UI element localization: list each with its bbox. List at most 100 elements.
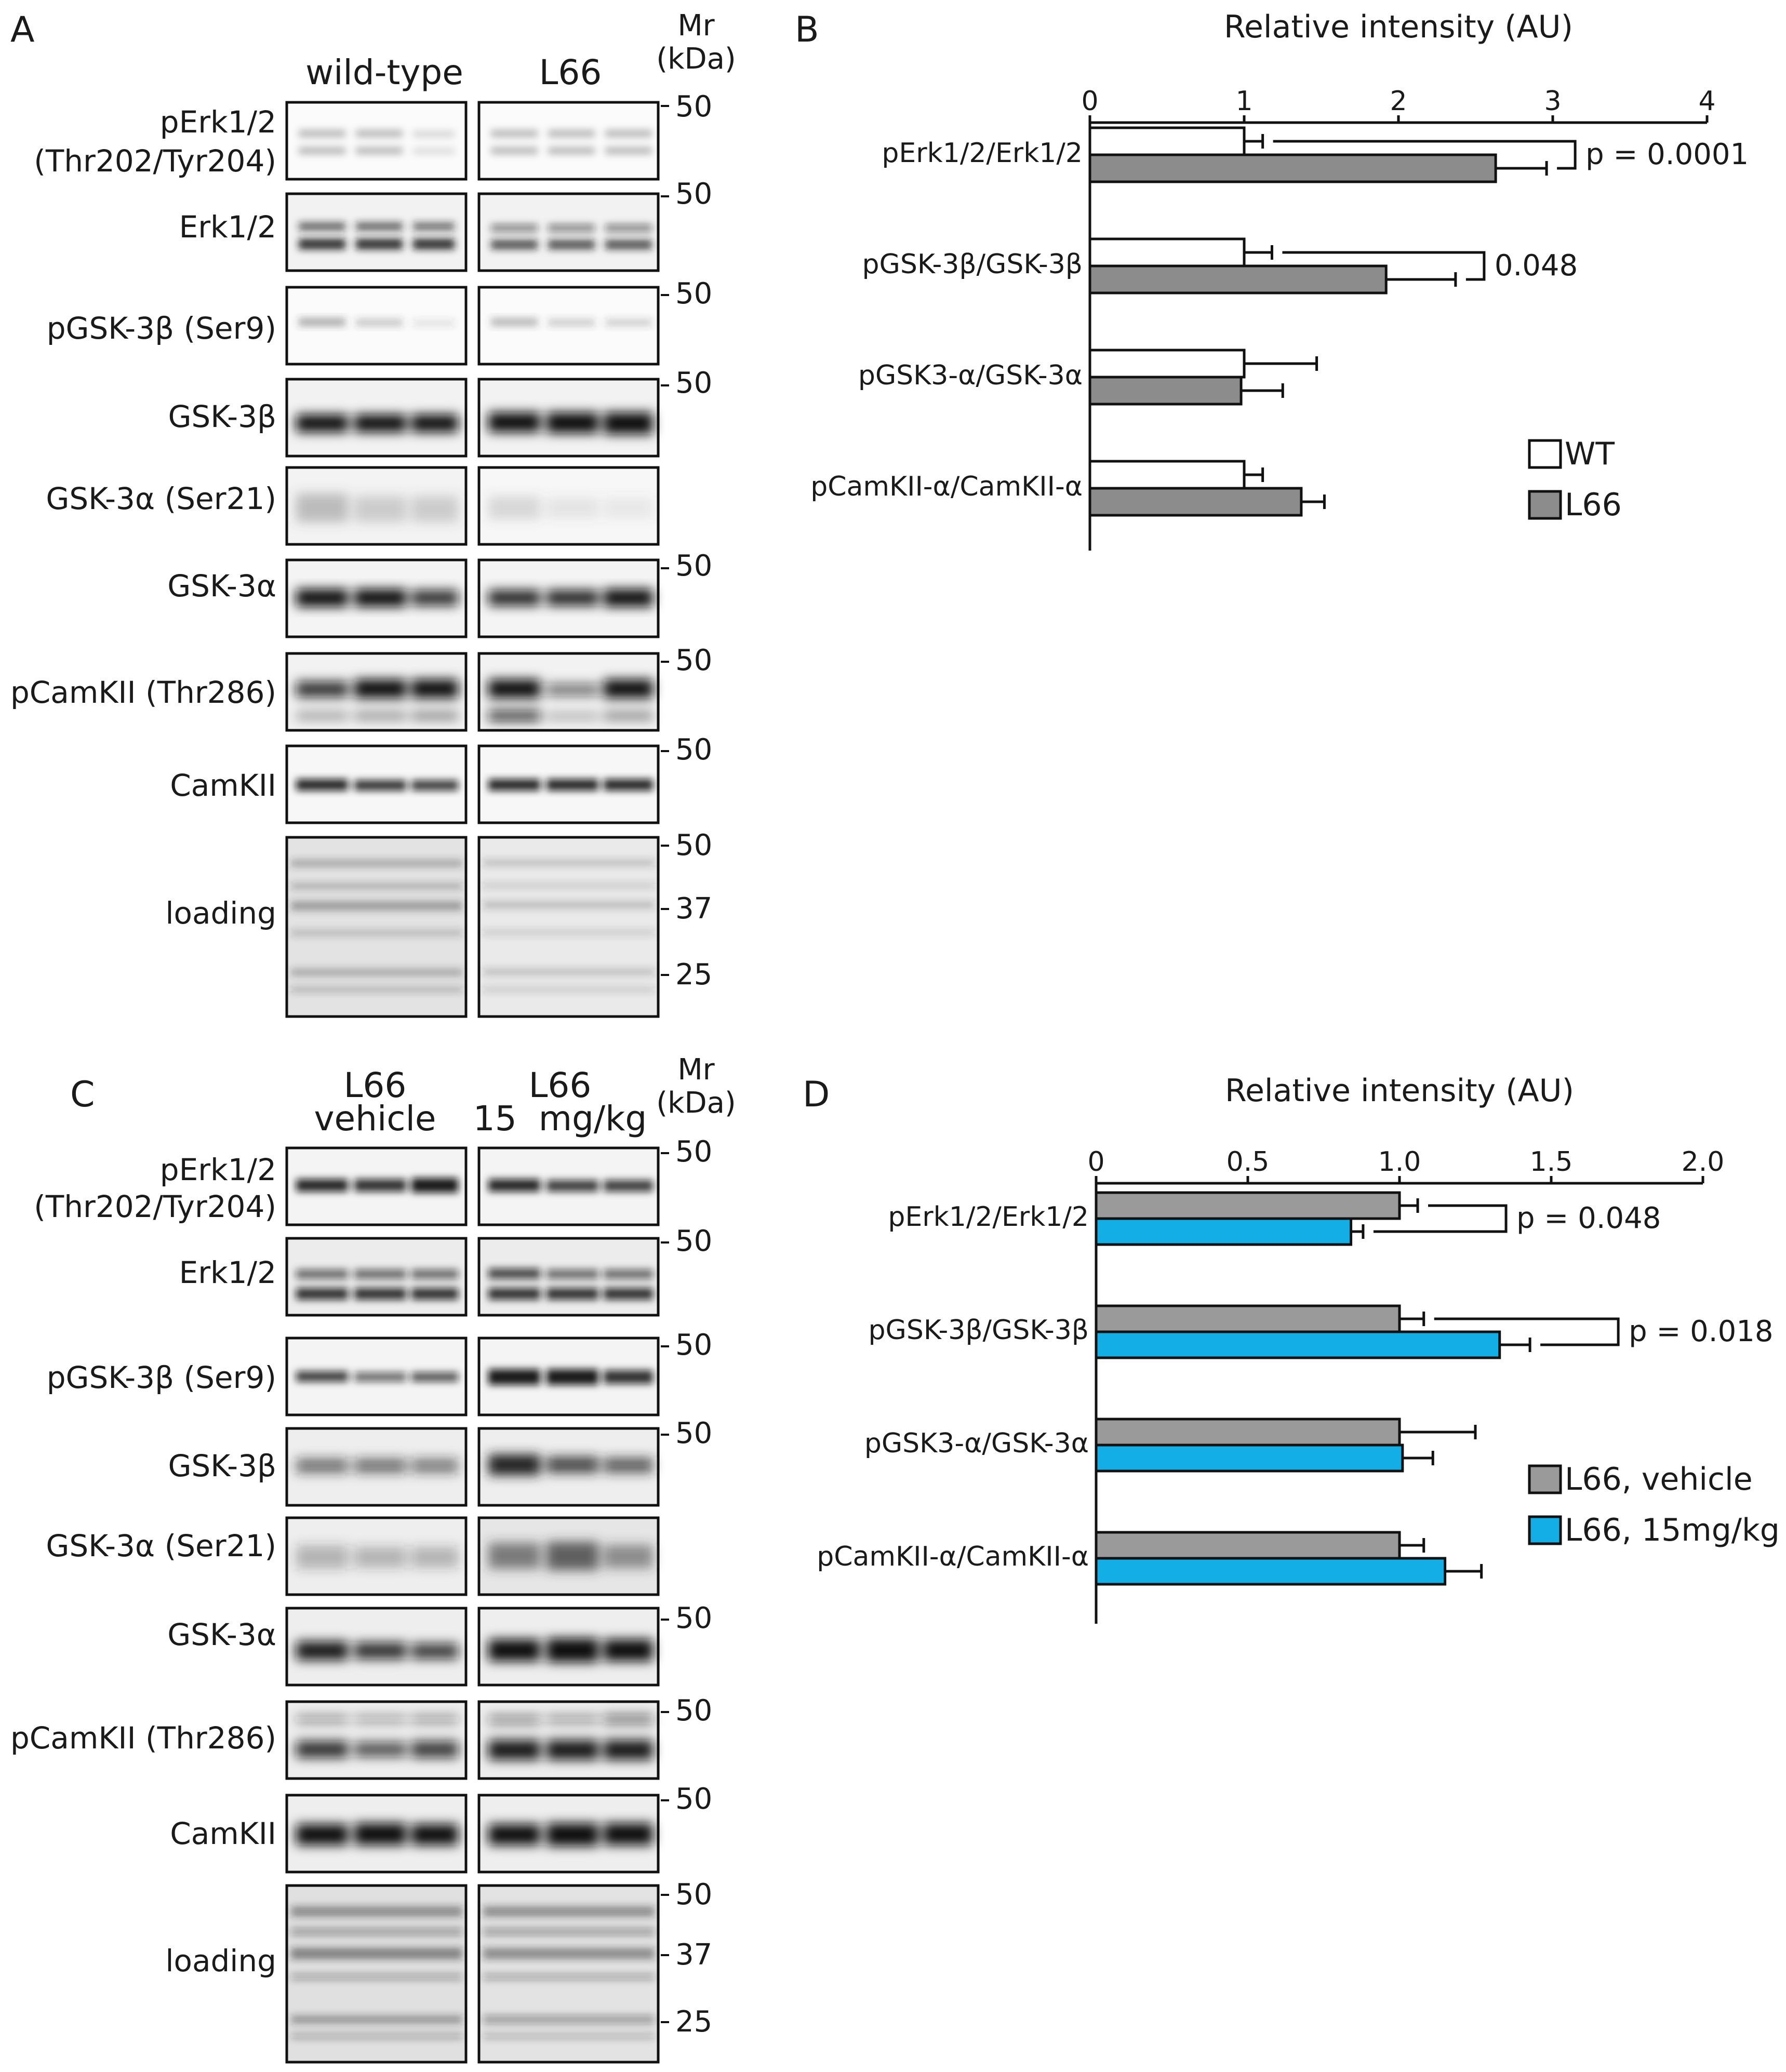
legend-label: WT [1565,436,1615,472]
blot-bands [296,412,653,434]
mw-marker: 50 [675,177,712,211]
blot-frame [477,101,660,181]
panel-a-label: A [10,9,35,50]
bar [1088,487,1303,517]
row-label: GSK-3α [167,568,276,604]
mw-marker: 50 [675,1328,712,1362]
mw-marker: 50 [675,366,712,400]
bar [1095,1330,1501,1359]
mw-marker: 37 [675,1938,712,1972]
blot-row: pGSK-3β (Ser9) 50 [47,1328,712,1416]
blot-bands [296,779,653,791]
mw-marker: 50 [675,1782,712,1816]
category-label: pGSK3-α/GSK-3α [858,360,1083,391]
blot-bands [296,1823,653,1846]
mw-marker: 50 [675,90,712,124]
row-label: pGSK-3β (Ser9) [47,1360,276,1395]
blot-row: CamKII 50 [170,1782,712,1874]
bar [1088,264,1388,295]
blot-bands [296,1268,653,1300]
bar [1095,1531,1401,1560]
category-label: pGSK-3β/GSK-3β [869,1315,1089,1346]
mw-marker: 50 [675,549,712,583]
row-label: Erk1/2 [179,209,276,245]
row-label: Erk1/2 [179,1255,276,1290]
blot-bands [291,1906,655,2039]
blot-bands [296,493,653,522]
bar [1095,1191,1401,1220]
blot-bands [296,1714,653,1760]
blot-row: GSK-3α (Ser21) [46,466,660,546]
blot-row: GSK-3α 50 [167,549,712,638]
mw-marker: 50 [675,828,712,862]
mw-marker: 25 [675,2005,712,2039]
bar [1088,460,1246,490]
bar [1095,1418,1401,1447]
blot-row: pCamKII (Thr286) 50 [10,644,712,732]
blot-bands [296,679,653,721]
mw-marker: 50 [675,277,712,311]
blot-frame [285,1700,468,1780]
row-label: pCamKII (Thr286) [10,675,276,710]
panel-c-mr-label: Mr [677,1053,715,1087]
row-label: GSK-3α (Ser21) [46,481,276,516]
bar [1088,237,1246,268]
blot-frame [477,836,660,1018]
legend-label: L66 [1565,487,1622,523]
panel-a: A wild-type L66 Mr (kDa) pErk1/2 (Thr202… [10,9,736,1018]
blot-bands [296,1454,653,1475]
p-value-label: 0.048 [1495,249,1578,283]
panel-d-label: D [803,1074,830,1115]
blot-bands [291,860,655,992]
panel-c-group-1-line1: L66 [344,1065,407,1105]
mw-marker: 50 [675,1416,712,1450]
x-tick-label: 1.5 [1530,1146,1573,1178]
blot-row: Erk1/2 50 [179,177,712,272]
legend-swatch [1528,439,1562,469]
panel-a-mr-label: Mr [677,9,715,43]
axis-title: Relative intensity (AU) [1225,1073,1574,1109]
mw-marker: 25 [675,958,712,992]
p-value-label: p = 0.018 [1629,1315,1773,1348]
panel-b-label: B [795,9,819,50]
x-tick-label: 0.5 [1227,1146,1270,1178]
blot-row: Erk1/2 50 [179,1224,712,1317]
blot-row: pErk1/2 (Thr202/Tyr204) 50 [34,1135,712,1226]
mw-marker: 50 [675,733,712,767]
blot-bands [296,1178,653,1193]
significance-bracket [1282,251,1486,281]
x-tick-label: 3 [1544,86,1561,117]
panel-a-group-l66: L66 [539,52,602,92]
x-tick-label: 0 [1081,86,1098,117]
row-label: pCamKII (Thr286) [10,1720,276,1756]
x-tick-label: 0 [1087,1146,1104,1178]
bar [1095,1443,1404,1473]
mw-marker: 37 [675,892,712,926]
category-label: pGSK3-α/GSK-3α [864,1428,1089,1459]
panel-d-chart: D Relative intensity (AU) 0 0.5 1.0 1.5 2.0 pE… [803,1073,1780,1624]
x-tick-label: 1 [1235,86,1252,117]
bar [1095,1557,1447,1586]
blot-row: GSK-3β 50 [168,366,712,458]
p-value-label: p = 0.0001 [1585,138,1749,171]
mw-marker: 50 [675,1601,712,1635]
blot-frame [285,836,468,1018]
category-label: pCamKII-α/CamKII-α [810,471,1083,502]
panel-a-kda-label: (kDa) [656,42,736,76]
row-label: GSK-3β [168,1448,276,1483]
bar [1088,376,1243,406]
category-label: pGSK-3β/GSK-3β [862,249,1083,280]
x-tick-label: 1.0 [1378,1146,1421,1178]
significance-bracket [1273,140,1577,170]
legend-swatch [1528,1515,1562,1545]
blot-row: loading 50 37 25 [165,828,712,1018]
row-label: loading [165,895,276,931]
blot-row: loading 50 37 25 [165,1878,712,2064]
row-label: CamKII [170,1816,276,1851]
panel-c: C L66 vehicle L66 15 mg/kg Mr (kDa) pErk… [10,1053,736,2064]
mw-marker: 50 [675,1135,712,1169]
panel-c-label: C [70,1074,95,1115]
category-label: pErk1/2/Erk1/2 [888,1201,1089,1233]
